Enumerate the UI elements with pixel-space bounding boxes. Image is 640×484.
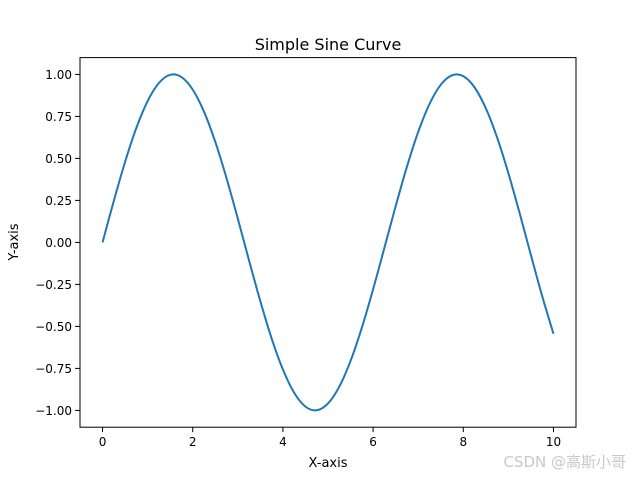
- y-tick-label: 0.00: [45, 236, 72, 250]
- y-tick-label: 0.50: [45, 152, 72, 166]
- x-tick-label: 10: [546, 435, 561, 449]
- y-tick-label: 0.75: [45, 110, 72, 124]
- x-tick-label: 6: [369, 435, 377, 449]
- x-axis-label: X-axis: [309, 456, 348, 471]
- y-tick-label: −0.75: [35, 362, 72, 376]
- x-tick-label: 0: [99, 435, 107, 449]
- y-axis-label: Y-axis: [7, 223, 22, 261]
- y-tick-label: −1.00: [35, 404, 72, 418]
- y-tick-label: −0.25: [35, 278, 72, 292]
- y-tick-label: 0.25: [45, 194, 72, 208]
- x-tick-label: 4: [279, 435, 287, 449]
- y-tick-label: 1.00: [45, 68, 72, 82]
- x-tick-label: 8: [459, 435, 467, 449]
- chart-title: Simple Sine Curve: [255, 35, 402, 54]
- y-tick-label: −0.50: [35, 320, 72, 334]
- sine-series-line: [101, 73, 555, 412]
- axes-frame: [79, 57, 577, 428]
- x-tick-label: 2: [189, 435, 197, 449]
- watermark: CSDN @高斯小哥: [503, 453, 626, 471]
